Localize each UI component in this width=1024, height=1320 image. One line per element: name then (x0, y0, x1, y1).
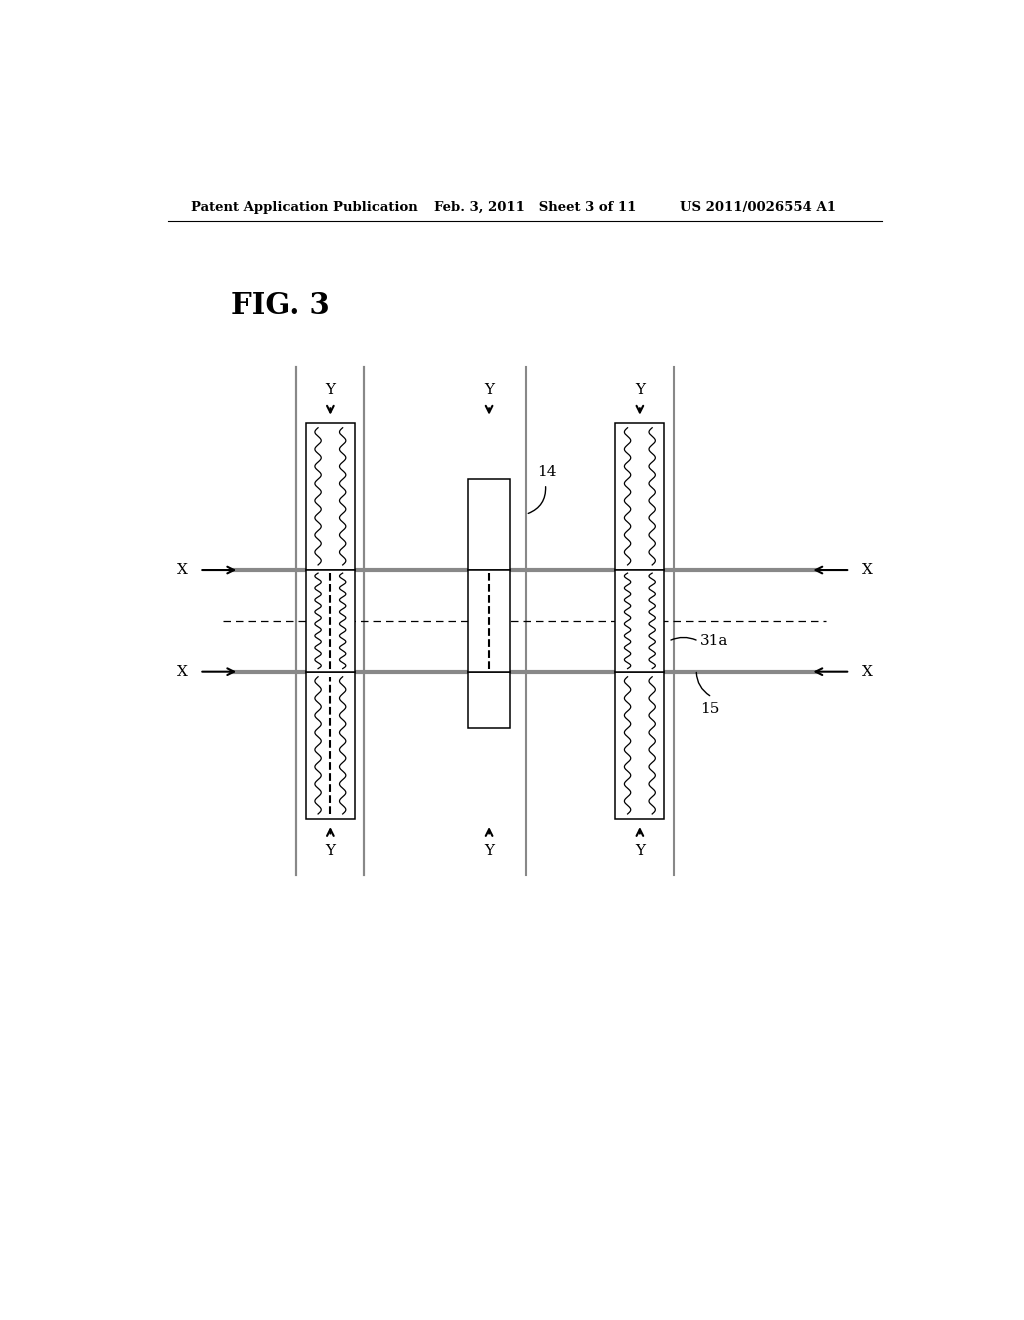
Text: Y: Y (326, 845, 336, 858)
Text: X: X (177, 665, 187, 678)
Bar (306, 570, 355, 672)
Bar (615, 422, 665, 570)
Bar (468, 570, 510, 672)
Text: X: X (177, 564, 187, 577)
Text: Y: Y (635, 383, 645, 397)
Text: X: X (862, 564, 872, 577)
Text: 31a: 31a (700, 634, 728, 648)
Text: US 2011/0026554 A1: US 2011/0026554 A1 (680, 201, 836, 214)
Text: X: X (862, 665, 872, 678)
Bar (468, 479, 510, 570)
Text: Y: Y (484, 845, 495, 858)
Text: 14: 14 (538, 465, 557, 479)
Bar (615, 570, 665, 672)
Text: 15: 15 (700, 702, 720, 717)
Bar (615, 672, 665, 818)
Text: Feb. 3, 2011   Sheet 3 of 11: Feb. 3, 2011 Sheet 3 of 11 (433, 201, 636, 214)
Bar (306, 422, 355, 570)
Bar (306, 672, 355, 818)
Text: FIG. 3: FIG. 3 (231, 292, 330, 321)
Bar (468, 672, 510, 727)
Text: Y: Y (484, 383, 495, 397)
Text: Patent Application Publication: Patent Application Publication (191, 201, 418, 214)
Text: Y: Y (326, 383, 336, 397)
Text: Y: Y (635, 845, 645, 858)
